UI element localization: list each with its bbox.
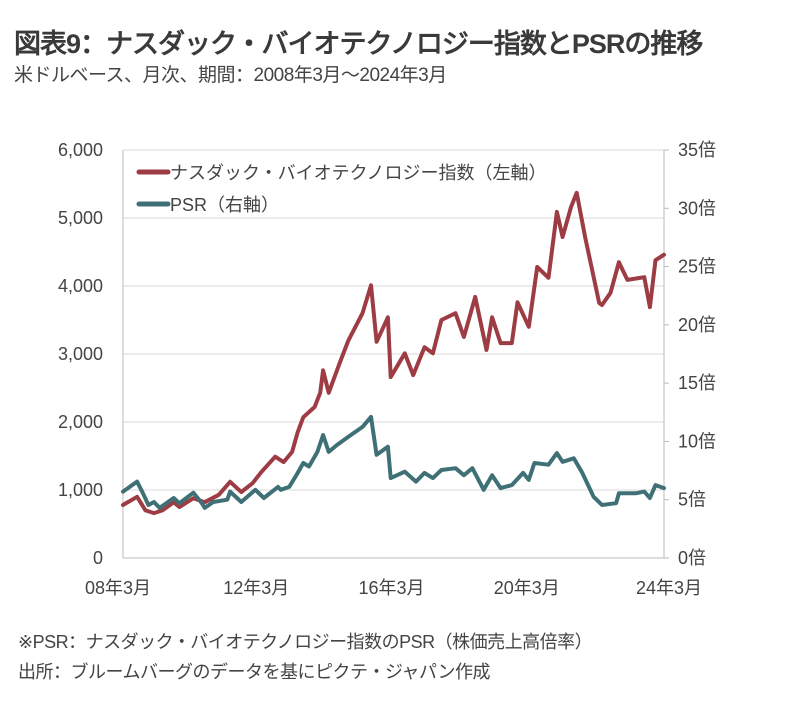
x-tick-label: 20年3月 <box>494 578 560 598</box>
y-left-tick-label: 6,000 <box>58 140 103 160</box>
footnote-psr: ※PSR：ナスダック・バイオテクノロジー指数のPSR（株価売上高倍率） <box>18 632 593 652</box>
series-lines <box>121 190 666 516</box>
y-right-tick-label: 35倍 <box>678 140 716 160</box>
y-right-tick-label: 10倍 <box>678 431 716 451</box>
x-tick-label: 24年3月 <box>636 578 702 598</box>
chart-subtitle: 米ドルベース、月次、期間：2008年3月～2024年3月 <box>14 65 447 86</box>
y-left-tick-label: 3,000 <box>58 344 103 364</box>
y-left-tick-label: 4,000 <box>58 276 103 296</box>
gridlines <box>123 149 664 491</box>
legend-label: PSR（右軸） <box>170 195 279 215</box>
footnote-source: 出所：ブルームバーグのデータを基にピクテ・ジャパン作成 <box>18 662 490 682</box>
x-tick-label: 12年3月 <box>223 578 289 598</box>
y-right-tick-label: 20倍 <box>678 315 716 335</box>
y-right-tick-label: 30倍 <box>678 198 716 218</box>
axes: 0 1,000 2,000 3,000 4,000 5,000 6,000 0倍 5倍 10倍 15… <box>58 140 716 598</box>
legend: ナスダック・バイオテクノロジー指数（左軸） PSR（右軸） <box>136 163 547 215</box>
psr-line <box>121 414 666 510</box>
y-left-tick-label: 0 <box>93 548 103 568</box>
y-right-tick-label: 5倍 <box>678 490 706 510</box>
x-tick-label: 16年3月 <box>358 578 424 598</box>
x-tick-label: 08年3月 <box>85 578 151 598</box>
chart-title: 図表9：ナスダック・バイオテクノロジー指数とPSRの推移 <box>14 29 703 59</box>
y-right-tick-label: 15倍 <box>678 373 716 393</box>
y-left-tick-label: 1,000 <box>58 480 103 500</box>
y-right-tick-label: 25倍 <box>678 257 716 277</box>
y-right-tick-label: 0倍 <box>678 548 706 568</box>
index-line <box>121 190 666 516</box>
y-left-tick-label: 5,000 <box>58 208 103 228</box>
y-left-tick-label: 2,000 <box>58 412 103 432</box>
legend-label: ナスダック・バイオテクノロジー指数（左軸） <box>170 163 547 183</box>
